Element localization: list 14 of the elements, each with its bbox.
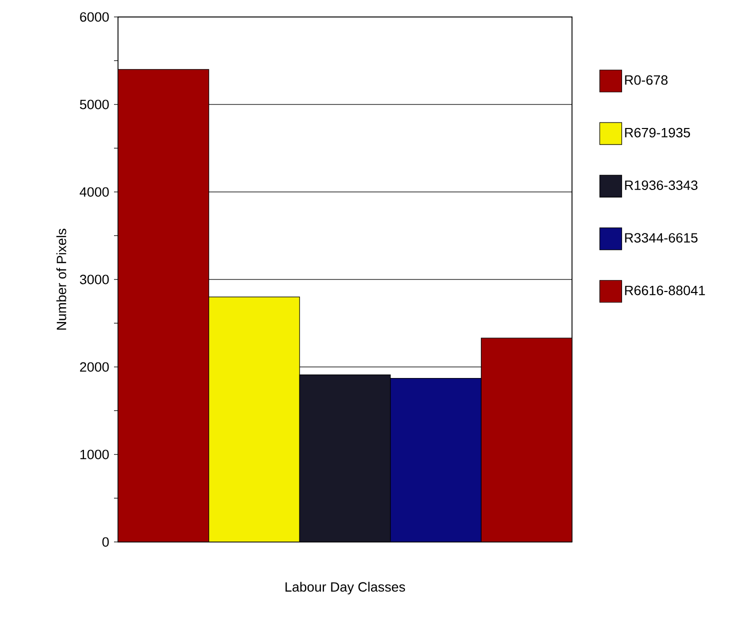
legend-label: R6616-88041 <box>625 286 705 296</box>
y-tick-label: 5000 <box>80 100 109 110</box>
y-tick-label: 1000 <box>80 450 109 460</box>
y-tick-label: 4000 <box>80 187 109 197</box>
y-tick-label: 0 <box>102 537 109 547</box>
y-tick-label: 3000 <box>80 274 109 284</box>
legend-label: R679-1935 <box>625 128 690 138</box>
legend-label: R0-678 <box>625 75 668 85</box>
y-tick-label: 6000 <box>80 12 109 22</box>
legend-label: R3344-6615 <box>625 233 698 243</box>
y-axis-title: Number of Pixels <box>56 228 66 330</box>
y-tick-label: 2000 <box>80 362 109 372</box>
x-axis-title: Labour Day Classes <box>286 582 406 594</box>
legend-label: R1936-3343 <box>625 180 698 190</box>
